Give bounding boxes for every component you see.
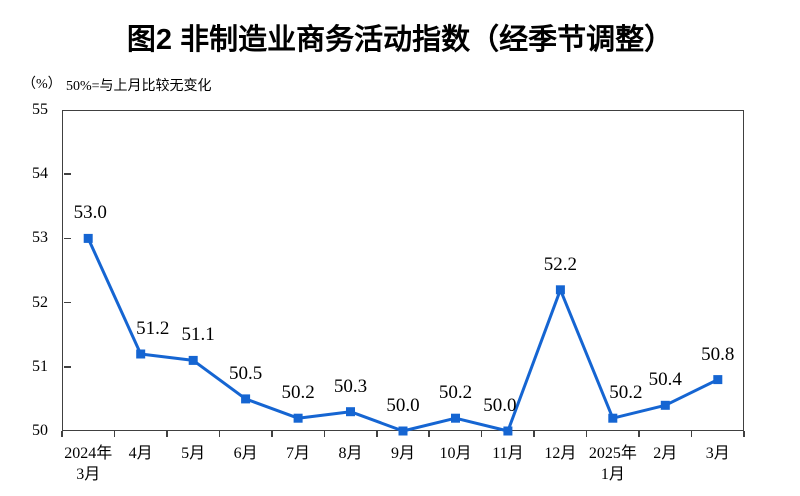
- y-axis-tick-label: 50: [32, 422, 48, 439]
- x-axis-tick: [271, 431, 273, 437]
- x-axis-tick: [638, 431, 640, 437]
- x-axis-category-label: 9月: [390, 445, 416, 462]
- data-point-marker: [660, 400, 670, 410]
- data-point-marker: [398, 426, 408, 436]
- x-axis-tick: [480, 431, 483, 437]
- y-axis-tick-label: 53: [32, 229, 48, 247]
- x-axis-tick: [218, 431, 221, 437]
- x-axis-tick: [323, 431, 326, 437]
- x-axis-category-label: 2025年 1月: [588, 445, 637, 483]
- x-axis-category-label: 6月: [233, 445, 258, 462]
- x-axis-tick: [61, 431, 63, 437]
- x-axis-tick: [690, 431, 693, 437]
- y-axis-tick-label: 55: [32, 101, 48, 118]
- y-axis-tick-label: 51: [32, 357, 48, 375]
- data-point-marker: [188, 355, 198, 365]
- y-axis-tick: [63, 301, 71, 304]
- x-axis-tick: [585, 431, 588, 437]
- x-axis-category-label: 11月: [492, 445, 524, 462]
- x-axis-tick: [533, 431, 535, 437]
- data-point-marker: [503, 426, 513, 436]
- data-point-label: 50.8: [701, 343, 735, 365]
- data-point-label: 50.0: [386, 395, 420, 416]
- data-point-marker: [136, 349, 146, 359]
- data-point-label: 50.2: [281, 382, 315, 404]
- x-axis-category-label: 10月: [439, 445, 472, 462]
- data-point-label: 50.2: [609, 382, 643, 404]
- x-axis-tick: [376, 431, 378, 437]
- data-point-marker: [608, 413, 618, 423]
- x-axis-category-label: 4月: [128, 445, 153, 462]
- y-axis-tick-label: 54: [32, 165, 48, 183]
- x-axis-tick: [166, 431, 168, 437]
- data-point-marker: [241, 394, 251, 404]
- data-point-label: 51.2: [136, 317, 170, 339]
- x-axis-category-label: 2月: [653, 445, 678, 462]
- data-point-label: 50.3: [333, 375, 368, 397]
- y-axis-tick: [63, 366, 71, 368]
- data-point-marker: [555, 285, 565, 295]
- x-axis-tick: [743, 431, 745, 437]
- x-axis-category-label: 12月: [544, 445, 577, 462]
- data-point-label: 52.2: [543, 253, 577, 275]
- data-point-label: 53.0: [73, 202, 107, 224]
- y-axis-tick: [63, 237, 71, 240]
- data-point-marker: [346, 407, 355, 417]
- data-point-label: 50.0: [483, 395, 517, 416]
- x-axis-category-label: 2024年 3月: [64, 445, 113, 483]
- data-point-label: 50.2: [438, 382, 473, 404]
- y-axis-unit-label: （%）: [22, 77, 62, 92]
- y-axis-tick: [63, 173, 71, 175]
- x-axis-tick: [428, 431, 430, 437]
- data-point-label: 51.1: [181, 324, 215, 346]
- x-axis-category-label: 8月: [338, 445, 363, 462]
- x-axis-tick: [113, 431, 116, 437]
- data-point-marker: [451, 413, 460, 423]
- y-axis-tick-label: 52: [32, 293, 48, 311]
- data-point-label: 50.5: [228, 362, 263, 384]
- data-point-marker: [83, 233, 93, 243]
- x-axis-category-label: 7月: [286, 445, 311, 462]
- axis-note: 50%=与上月比较无变化: [66, 79, 212, 94]
- x-axis-category-label: 5月: [181, 445, 206, 462]
- data-point-marker: [293, 413, 303, 423]
- x-axis-category-label: 3月: [705, 445, 730, 462]
- chart-title: 图2 非制造业商务活动指数（经季节调整）: [126, 24, 674, 56]
- data-point-marker: [713, 375, 723, 385]
- data-point-label: 50.4: [648, 369, 682, 391]
